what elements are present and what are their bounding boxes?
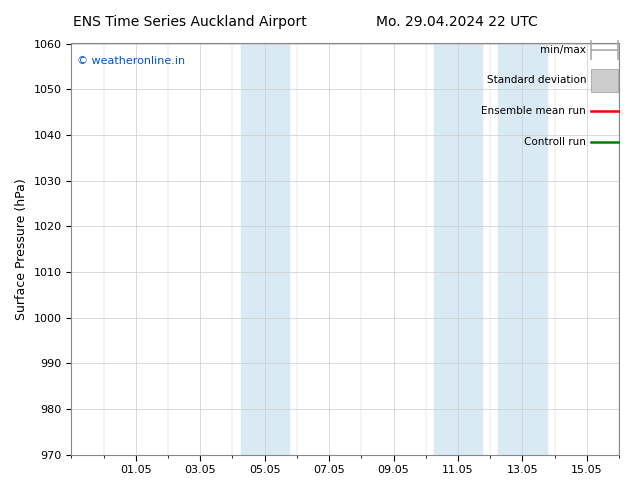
Text: Mo. 29.04.2024 22 UTC: Mo. 29.04.2024 22 UTC: [375, 15, 538, 29]
FancyBboxPatch shape: [590, 69, 618, 92]
Text: © weatheronline.in: © weatheronline.in: [77, 56, 185, 66]
Bar: [498, 44, 547, 455]
Text: min/max: min/max: [540, 45, 586, 55]
Text: Ensemble mean run: Ensemble mean run: [481, 106, 586, 116]
Text: Standard deviation: Standard deviation: [487, 75, 586, 85]
Text: Controll run: Controll run: [524, 137, 586, 147]
Bar: [434, 44, 482, 455]
Y-axis label: Surface Pressure (hPa): Surface Pressure (hPa): [15, 178, 28, 320]
Text: ENS Time Series Auckland Airport: ENS Time Series Auckland Airport: [74, 15, 307, 29]
Bar: [240, 44, 289, 455]
